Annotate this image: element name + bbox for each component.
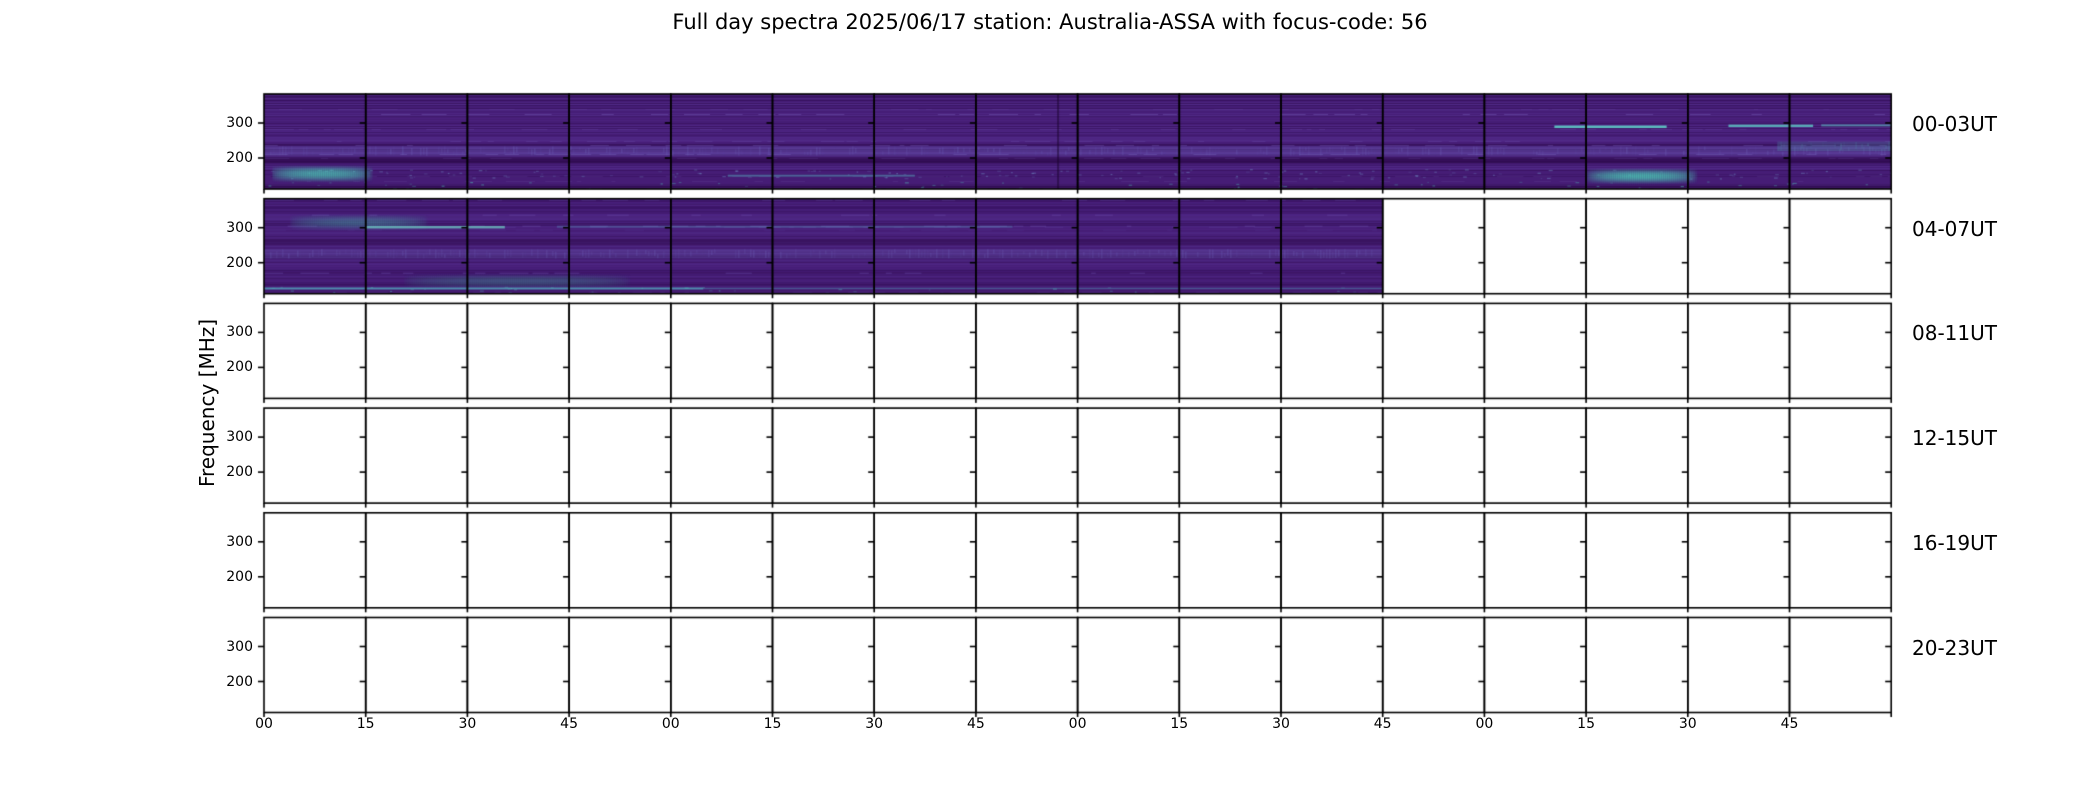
ytick-label: 200 bbox=[226, 150, 253, 166]
chart-title: Full day spectra 2025/06/17 station: Aus… bbox=[672, 10, 1428, 34]
xtick-label: 15 bbox=[1577, 716, 1595, 732]
xtick-label: 45 bbox=[1373, 716, 1392, 732]
ytick-label: 300 bbox=[226, 533, 253, 550]
y-axis-label: Frequency [MHz] bbox=[195, 318, 219, 488]
ytick-label: 200 bbox=[226, 464, 253, 481]
row-time-label: 08-11UT bbox=[1912, 321, 1997, 346]
ytick-label: 200 bbox=[226, 359, 253, 376]
ytick-label: 300 bbox=[226, 429, 253, 446]
ytick-label: 200 bbox=[226, 254, 253, 271]
row-time-label: 16-19UT bbox=[1912, 530, 1997, 555]
ytick-label: 200 bbox=[226, 568, 253, 585]
xtick-label: 15 bbox=[356, 716, 375, 732]
xtick-label: 45 bbox=[966, 716, 985, 732]
row-time-label: 20-23UT bbox=[1912, 635, 1997, 660]
xtick-label: 00 bbox=[661, 716, 680, 732]
xtick-label: 00 bbox=[255, 716, 273, 732]
xtick-label: 15 bbox=[1170, 716, 1189, 732]
ytick-label: 300 bbox=[226, 115, 253, 131]
xtick-label: 45 bbox=[560, 716, 578, 732]
xtick-label: 15 bbox=[763, 716, 782, 732]
xtick-label: 00 bbox=[1068, 716, 1087, 732]
ytick-label: 300 bbox=[226, 324, 253, 341]
xtick-label: 30 bbox=[458, 716, 477, 732]
xtick-label: 30 bbox=[1272, 716, 1290, 732]
ytick-label: 200 bbox=[226, 673, 253, 690]
xtick-label: 45 bbox=[1780, 716, 1799, 732]
row-time-label: 12-15UT bbox=[1912, 426, 1997, 451]
ytick-label: 300 bbox=[226, 219, 253, 236]
xtick-label: 30 bbox=[865, 716, 884, 732]
row-time-label: 00-03UT bbox=[1912, 112, 1997, 136]
row-time-label: 04-07UT bbox=[1912, 216, 1997, 241]
xtick-label: 00 bbox=[1475, 716, 1494, 732]
xtick-label: 30 bbox=[1678, 716, 1697, 732]
ytick-label: 300 bbox=[226, 638, 253, 655]
